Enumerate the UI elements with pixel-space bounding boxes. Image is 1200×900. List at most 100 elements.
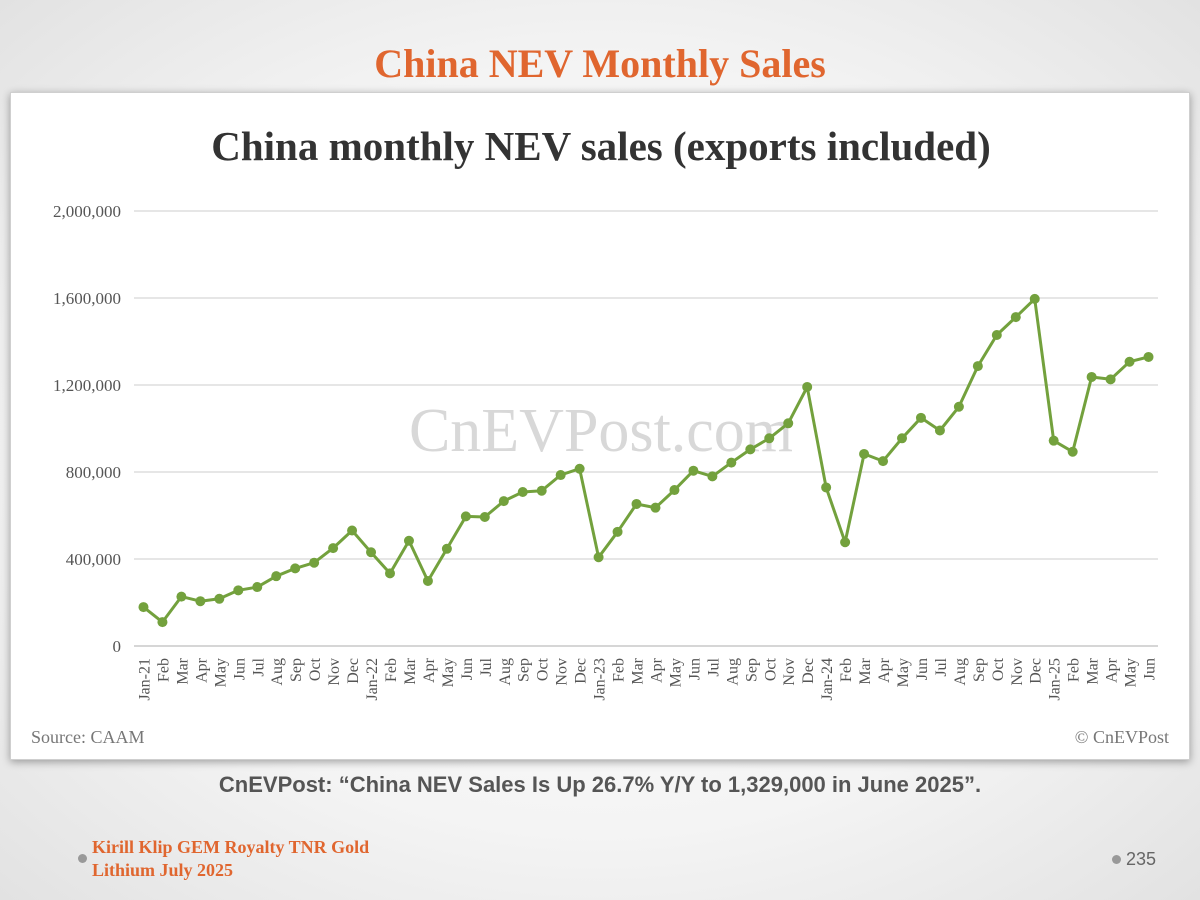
series-sales — [138, 293, 1154, 628]
x-tick-label: Jun — [1142, 658, 1159, 680]
data-point — [347, 525, 358, 536]
data-point — [1105, 374, 1116, 385]
x-tick-label: Mar — [1085, 657, 1102, 684]
data-point — [1067, 446, 1078, 457]
x-tick-label: Jan-22 — [364, 658, 381, 701]
x-tick-label: May — [667, 658, 684, 687]
x-tick-label: Oct — [535, 657, 552, 681]
x-tick-label: Feb — [155, 658, 172, 682]
x-tick-label: Jul — [250, 657, 267, 676]
x-tick-label: Mar — [402, 657, 419, 684]
data-point — [385, 568, 395, 579]
data-point — [878, 456, 889, 467]
x-tick-label: Aug — [269, 658, 286, 686]
x-tick-label: May — [440, 658, 457, 687]
data-point — [403, 535, 414, 546]
data-point — [612, 526, 623, 537]
x-tick-label: Feb — [383, 658, 400, 682]
x-tick-label: Apr — [1104, 657, 1121, 683]
x-tick-label: Mar — [630, 657, 647, 684]
footer-line-1: Kirill Klip GEM Royalty TNR Gold — [92, 837, 370, 857]
chart-card: CnEVPost.com China monthly NEV sales (ex… — [10, 92, 1190, 760]
y-tick-label: 1,600,000 — [53, 289, 121, 308]
data-point — [726, 457, 737, 468]
slide-title: China NEV Monthly Sales — [374, 41, 826, 86]
data-point — [631, 498, 642, 509]
data-point — [972, 361, 983, 372]
line-chart: CnEVPost.com China monthly NEV sales (ex… — [31, 123, 1169, 747]
slide-caption: CnEVPost: “China NEV Sales Is Up 26.7% Y… — [218, 772, 982, 797]
data-point — [138, 602, 149, 613]
x-tick-label: Mar — [174, 657, 191, 684]
footer-bullet-right — [1112, 855, 1121, 864]
data-point — [290, 563, 301, 574]
x-tick-label: Jan-21 — [136, 658, 153, 701]
data-point — [1010, 312, 1021, 323]
data-point — [1124, 356, 1135, 367]
x-axis-tick-labels: Jan-21 Feb Mar Apr May Jun Jul Aug Sep Oct Nov Dec J… — [136, 657, 1158, 700]
x-tick-label: Aug — [724, 658, 741, 686]
x-tick-label: Sep — [516, 658, 533, 682]
x-tick-label: Aug — [497, 658, 514, 686]
data-point — [309, 557, 320, 568]
x-tick-label: Jun — [231, 658, 248, 680]
data-point — [328, 543, 339, 554]
chart-title: China monthly NEV sales (exports include… — [211, 123, 990, 169]
data-point — [840, 537, 851, 548]
x-tick-label: May — [212, 658, 229, 687]
data-point — [441, 543, 452, 554]
data-point — [176, 591, 187, 602]
x-tick-label: May — [895, 658, 912, 687]
data-point — [460, 511, 471, 522]
x-tick-label: Oct — [762, 657, 779, 681]
data-point — [366, 547, 377, 558]
data-point — [252, 582, 263, 593]
data-point — [745, 444, 756, 455]
x-tick-label: Dec — [1028, 658, 1045, 684]
footer-line-2: Lithium July 2025 — [92, 860, 234, 880]
x-tick-label: Oct — [990, 657, 1007, 681]
data-point — [953, 401, 964, 412]
x-tick-label: Nov — [326, 658, 343, 686]
data-point — [897, 433, 907, 444]
x-tick-label: Feb — [1066, 658, 1083, 682]
data-point — [650, 502, 661, 513]
x-tick-label: Sep — [743, 658, 760, 682]
data-point — [783, 418, 794, 429]
data-point — [517, 487, 528, 498]
page-number: 235 — [1126, 849, 1157, 869]
x-tick-label: Feb — [838, 658, 855, 682]
x-tick-label: Jun — [459, 658, 476, 680]
y-tick-label: 400,000 — [66, 550, 121, 569]
data-point — [214, 593, 225, 604]
x-tick-label: Jan-24 — [819, 658, 836, 701]
x-tick-label: Oct — [307, 657, 324, 681]
x-tick-label: Feb — [611, 658, 628, 682]
x-tick-label: Dec — [800, 658, 817, 684]
data-point — [707, 471, 718, 482]
data-point — [802, 381, 813, 392]
data-point — [821, 482, 832, 493]
data-point — [479, 512, 490, 523]
data-point — [991, 329, 1002, 340]
chart-source: Source: CAAM — [31, 727, 145, 747]
gridlines — [134, 210, 1158, 647]
data-point — [195, 596, 206, 607]
data-point — [1086, 371, 1097, 382]
data-point — [555, 470, 566, 481]
data-point — [271, 571, 282, 582]
x-tick-label: Jun — [914, 658, 931, 680]
x-tick-label: Nov — [1009, 658, 1026, 686]
data-point — [498, 496, 509, 507]
data-point — [536, 485, 547, 496]
x-tick-label: Jul — [933, 657, 950, 676]
data-point — [1143, 351, 1154, 362]
x-tick-label: Jan-25 — [1047, 658, 1064, 701]
chart-credit: © CnEVPost — [1075, 727, 1169, 747]
footer-author: Kirill Klip GEM Royalty TNR Gold Lithium… — [92, 836, 369, 882]
data-point — [934, 425, 945, 436]
x-tick-label: Apr — [193, 657, 210, 683]
data-point — [669, 485, 680, 496]
data-point — [574, 463, 585, 474]
x-tick-label: Apr — [421, 657, 438, 683]
